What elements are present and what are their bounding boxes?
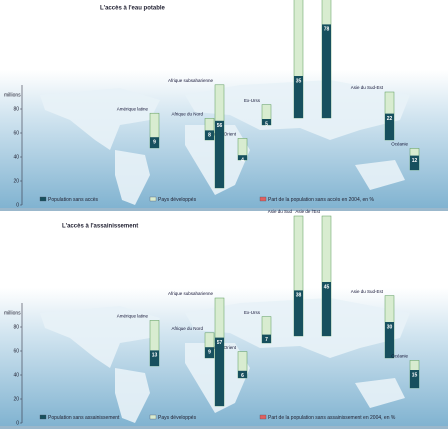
value-label: 4 [241, 158, 244, 164]
bar [322, 24, 331, 118]
legend-swatch [149, 196, 157, 202]
region-label: Asie du Sud-Est [351, 289, 384, 294]
legend-label: Pays développés [158, 415, 197, 421]
region-label: Ex-Urss [244, 310, 261, 315]
value-label: 38 [296, 293, 302, 299]
legend-label: Part de la population sans assainissemen… [268, 415, 396, 421]
bar [410, 370, 419, 388]
value-label: 5 [265, 121, 268, 127]
region-label: Asie de l'Est [295, 209, 320, 214]
axis-unit: millions [4, 92, 21, 98]
region-label: Afrique du Nord [171, 326, 203, 331]
region-label: Ex-Urss [244, 98, 261, 103]
legend-label: Population sans assainissement [48, 415, 120, 421]
bar [262, 334, 271, 343]
region-label: Amérique latine [117, 106, 149, 111]
tick-label: 60 [13, 130, 19, 136]
value-label: 35 [296, 78, 302, 84]
region-label: Asie du Sud [268, 209, 293, 214]
legend-swatch [149, 414, 157, 420]
axis-unit: millions [4, 310, 21, 316]
tick-label: 20 [13, 396, 19, 402]
value-label: 8 [208, 133, 211, 139]
panel-title: L'accès à l'eau potable [100, 6, 166, 12]
panel-title: L'accès à l'assainissement [62, 224, 138, 230]
legend-label: Pays développés [158, 197, 197, 203]
legend-swatch [39, 414, 47, 420]
legend-label: Part de la population sans accès en 2004… [268, 197, 374, 203]
value-label: 15 [412, 372, 418, 378]
tick-label: 80 [13, 106, 19, 112]
bar [205, 347, 214, 358]
value-label: 13 [152, 353, 158, 359]
tick-label: 20 [13, 178, 19, 184]
region-label: Afrique du Nord [171, 112, 203, 117]
bar [322, 282, 331, 336]
value-label: 9 [153, 140, 156, 146]
tick-label: 0 [16, 202, 19, 208]
value-label: 6 [241, 373, 244, 379]
bar [238, 370, 247, 378]
value-label: 30 [387, 324, 393, 330]
bar [294, 76, 303, 118]
bar [294, 290, 303, 336]
tick-label: 80 [13, 324, 19, 330]
legend-label: Population sans accès [48, 197, 99, 203]
region-label: Océanie [391, 142, 408, 147]
region-label: Asie du Sud-Est [351, 85, 384, 90]
tick-label: 40 [13, 154, 19, 160]
bar [215, 120, 224, 188]
bar [262, 119, 271, 125]
region-label: Amérique latine [117, 314, 149, 319]
value-label: 22 [387, 116, 393, 122]
value-label: 7 [265, 337, 268, 343]
tick-label: 40 [13, 372, 19, 378]
value-label: 9 [208, 350, 211, 356]
value-label: 57 [217, 340, 223, 346]
bar [215, 337, 224, 406]
region-label: Afrique subsaharienne [168, 78, 214, 83]
value-label: 12 [412, 158, 418, 164]
tick-label: 60 [13, 348, 19, 354]
legend-swatch [259, 196, 267, 202]
bar [205, 130, 214, 140]
bar [150, 350, 159, 366]
value-label: 56 [217, 123, 223, 129]
content: L'accès à l'eau potablemillions020406080… [4, 0, 420, 426]
value-label: 45 [324, 284, 330, 290]
tick-label: 0 [16, 420, 19, 426]
bar [238, 155, 247, 160]
legend-swatch [39, 196, 47, 202]
bar [150, 137, 159, 148]
region-label: Océanie [391, 354, 408, 359]
legend-swatch [259, 414, 267, 420]
bar [410, 155, 419, 170]
region-label: Afrique subsaharienne [168, 291, 214, 296]
value-label: 78 [324, 27, 330, 33]
bar [385, 322, 394, 358]
bar [385, 113, 394, 140]
